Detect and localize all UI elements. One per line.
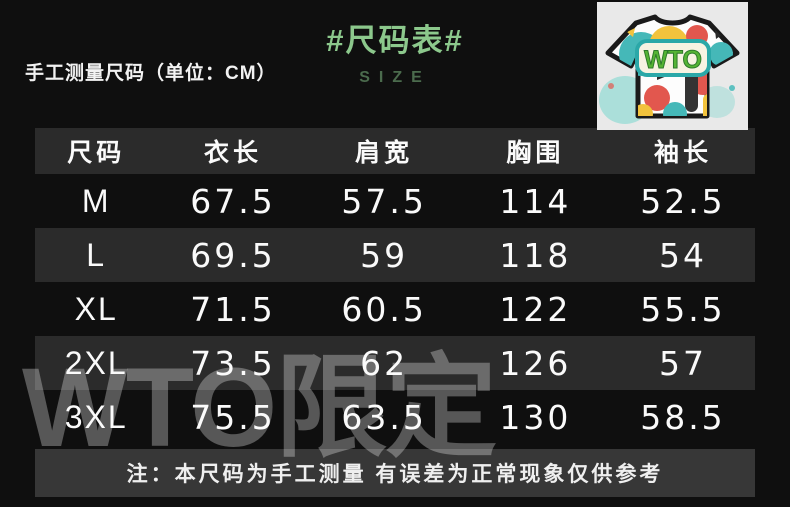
tshirt-graphic-icon: WTO — [599, 14, 740, 124]
length-value: 71.5 — [190, 289, 276, 329]
sleeve-value: 58.5 — [640, 397, 726, 437]
shoulder-value: 62 — [360, 343, 409, 383]
chest-value: 126 — [499, 343, 572, 383]
tshirt-product-image: WTO — [597, 2, 748, 130]
shoulder-value: 60.5 — [341, 289, 427, 329]
sleeve-value: 54 — [658, 235, 707, 275]
table-row: 2XL 73.5 62 126 57 — [35, 336, 755, 390]
size-label: XL — [74, 290, 118, 327]
size-label: L — [86, 236, 107, 273]
page-subtitle: SIZE — [359, 69, 431, 86]
col-header-sleeve: 袖长 — [653, 139, 712, 167]
sleeve-value: 57 — [658, 343, 707, 383]
size-label: 3XL — [64, 398, 128, 435]
sleeve-value: 55.5 — [640, 289, 726, 329]
length-value: 73.5 — [190, 343, 276, 383]
length-value: 69.5 — [190, 235, 276, 275]
size-table: 尺码 衣长 肩宽 胸围 袖长 M 67.5 57.5 114 52.5 L 69… — [35, 128, 755, 444]
footer-note-bar: 注：本尺码为手工测量 有误差为正常现象仅供参考 — [35, 449, 755, 497]
page-header: #尺码表# SIZE — [0, 0, 790, 87]
shoulder-value: 59 — [360, 235, 409, 275]
size-label: M — [81, 182, 111, 219]
length-value: 75.5 — [190, 397, 276, 437]
footer-note-text: 注：本尺码为手工测量 有误差为正常现象仅供参考 — [126, 463, 664, 486]
chest-value: 118 — [499, 235, 572, 275]
col-header-shoulder: 肩宽 — [355, 139, 414, 167]
measure-unit-note: 手工测量尺码（单位：CM） — [25, 63, 277, 84]
size-label: 2XL — [64, 344, 128, 381]
chest-value: 114 — [499, 181, 572, 221]
col-header-size: 尺码 — [67, 139, 126, 167]
table-header-row: 尺码 衣长 肩宽 胸围 袖长 — [35, 128, 755, 174]
shoulder-value: 57.5 — [341, 181, 427, 221]
col-header-chest: 胸围 — [506, 139, 565, 167]
sleeve-value: 52.5 — [640, 181, 726, 221]
col-header-length: 衣长 — [203, 139, 262, 167]
length-value: 67.5 — [190, 181, 276, 221]
table-row: XL 71.5 60.5 122 55.5 — [35, 282, 755, 336]
tshirt-wto-label: WTO — [644, 46, 702, 74]
page-title: #尺码表# — [326, 23, 464, 58]
chest-value: 130 — [499, 397, 572, 437]
chest-value: 122 — [499, 289, 572, 329]
table-row: L 69.5 59 118 54 — [35, 228, 755, 282]
table-row: 3XL 75.5 63.5 130 58.5 — [35, 390, 755, 444]
shoulder-value: 63.5 — [341, 397, 427, 437]
table-row: M 67.5 57.5 114 52.5 — [35, 174, 755, 228]
